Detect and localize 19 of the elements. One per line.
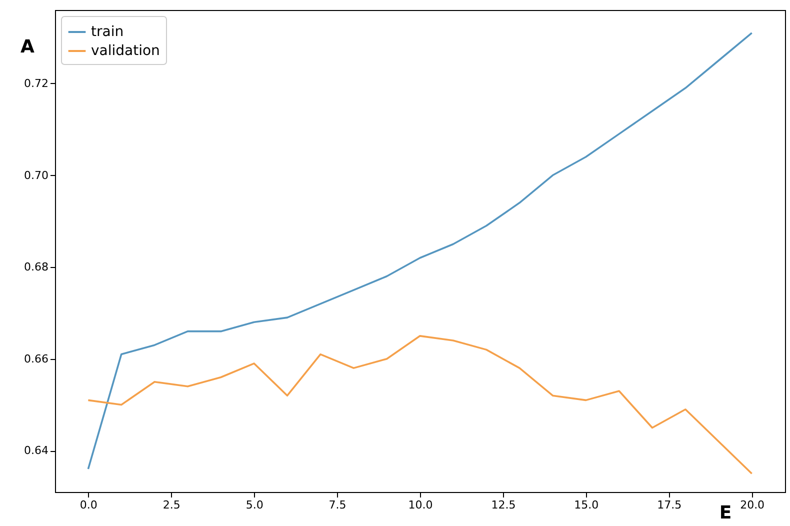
y-axis-title: A — [20, 36, 35, 58]
line-series — [87, 335, 753, 475]
x-tick-label: 10.0 — [408, 498, 433, 512]
x-tick-label: 20.0 — [740, 498, 765, 512]
x-tick-label: 2.5 — [162, 498, 180, 512]
x-tick-label: 12.5 — [491, 498, 516, 512]
x-tick-label: 17.5 — [657, 498, 682, 512]
x-tick-label: 0.0 — [80, 498, 98, 512]
x-tick-label: 7.5 — [328, 498, 346, 512]
x-axis-title: E — [719, 502, 732, 524]
legend-label: train — [91, 24, 124, 40]
y-tick-label: 0.66 — [24, 352, 48, 366]
y-tick-label: 0.72 — [24, 76, 48, 90]
y-tick-label: 0.68 — [24, 260, 48, 274]
legend-label: validation — [91, 43, 160, 59]
y-tick-label: 0.70 — [24, 168, 48, 182]
x-tick-label: 5.0 — [246, 498, 264, 512]
x-tick-label: 15.0 — [574, 498, 599, 512]
y-tick-label: 0.64 — [24, 444, 48, 458]
